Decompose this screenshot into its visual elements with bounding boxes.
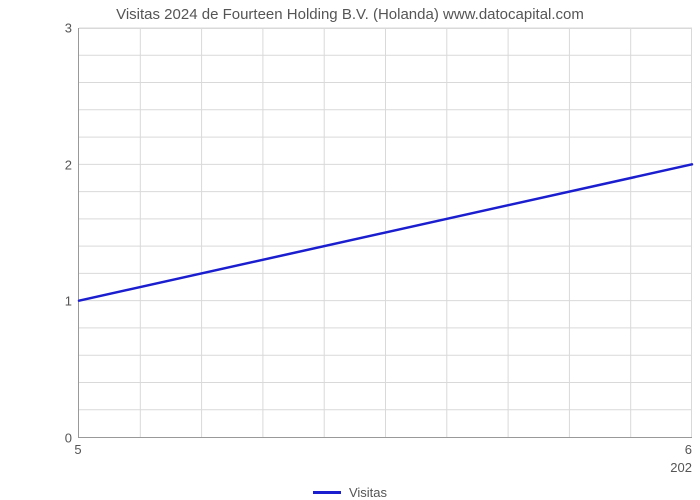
x-axis-suffix: 202 [670, 460, 692, 475]
plot-svg [79, 28, 692, 437]
legend: Visitas [0, 484, 700, 500]
x-tick-1: 6 [685, 442, 692, 457]
y-tick-1: 1 [52, 294, 72, 309]
plot-area [78, 28, 692, 438]
y-tick-0: 0 [52, 431, 72, 446]
legend-swatch [313, 491, 341, 494]
y-tick-2: 2 [52, 157, 72, 172]
y-tick-3: 3 [52, 21, 72, 36]
chart-title: Visitas 2024 de Fourteen Holding B.V. (H… [0, 6, 700, 23]
x-tick-0: 5 [74, 442, 81, 457]
chart-container: Visitas 2024 de Fourteen Holding B.V. (H… [0, 0, 700, 500]
legend-label: Visitas [349, 485, 387, 500]
